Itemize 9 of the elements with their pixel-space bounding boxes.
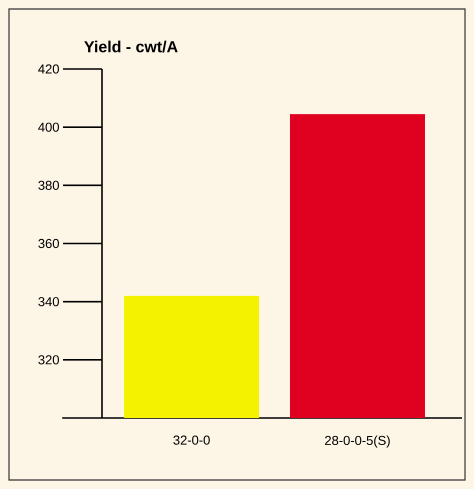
x-tick-label: 32-0-0	[173, 436, 210, 445]
x-tick-label: 28-0-0-5(S)	[325, 436, 390, 448]
y-tick-label: 360	[38, 238, 59, 248]
y-tick-label: 380	[38, 180, 59, 190]
y-tick-label: 400	[38, 122, 59, 132]
y-tick-label: 420	[38, 64, 59, 74]
y-tick-label: 320	[38, 355, 59, 364]
y-tick-label: 340	[38, 297, 59, 306]
chart-title: Yield - cwt/A	[84, 40, 178, 53]
